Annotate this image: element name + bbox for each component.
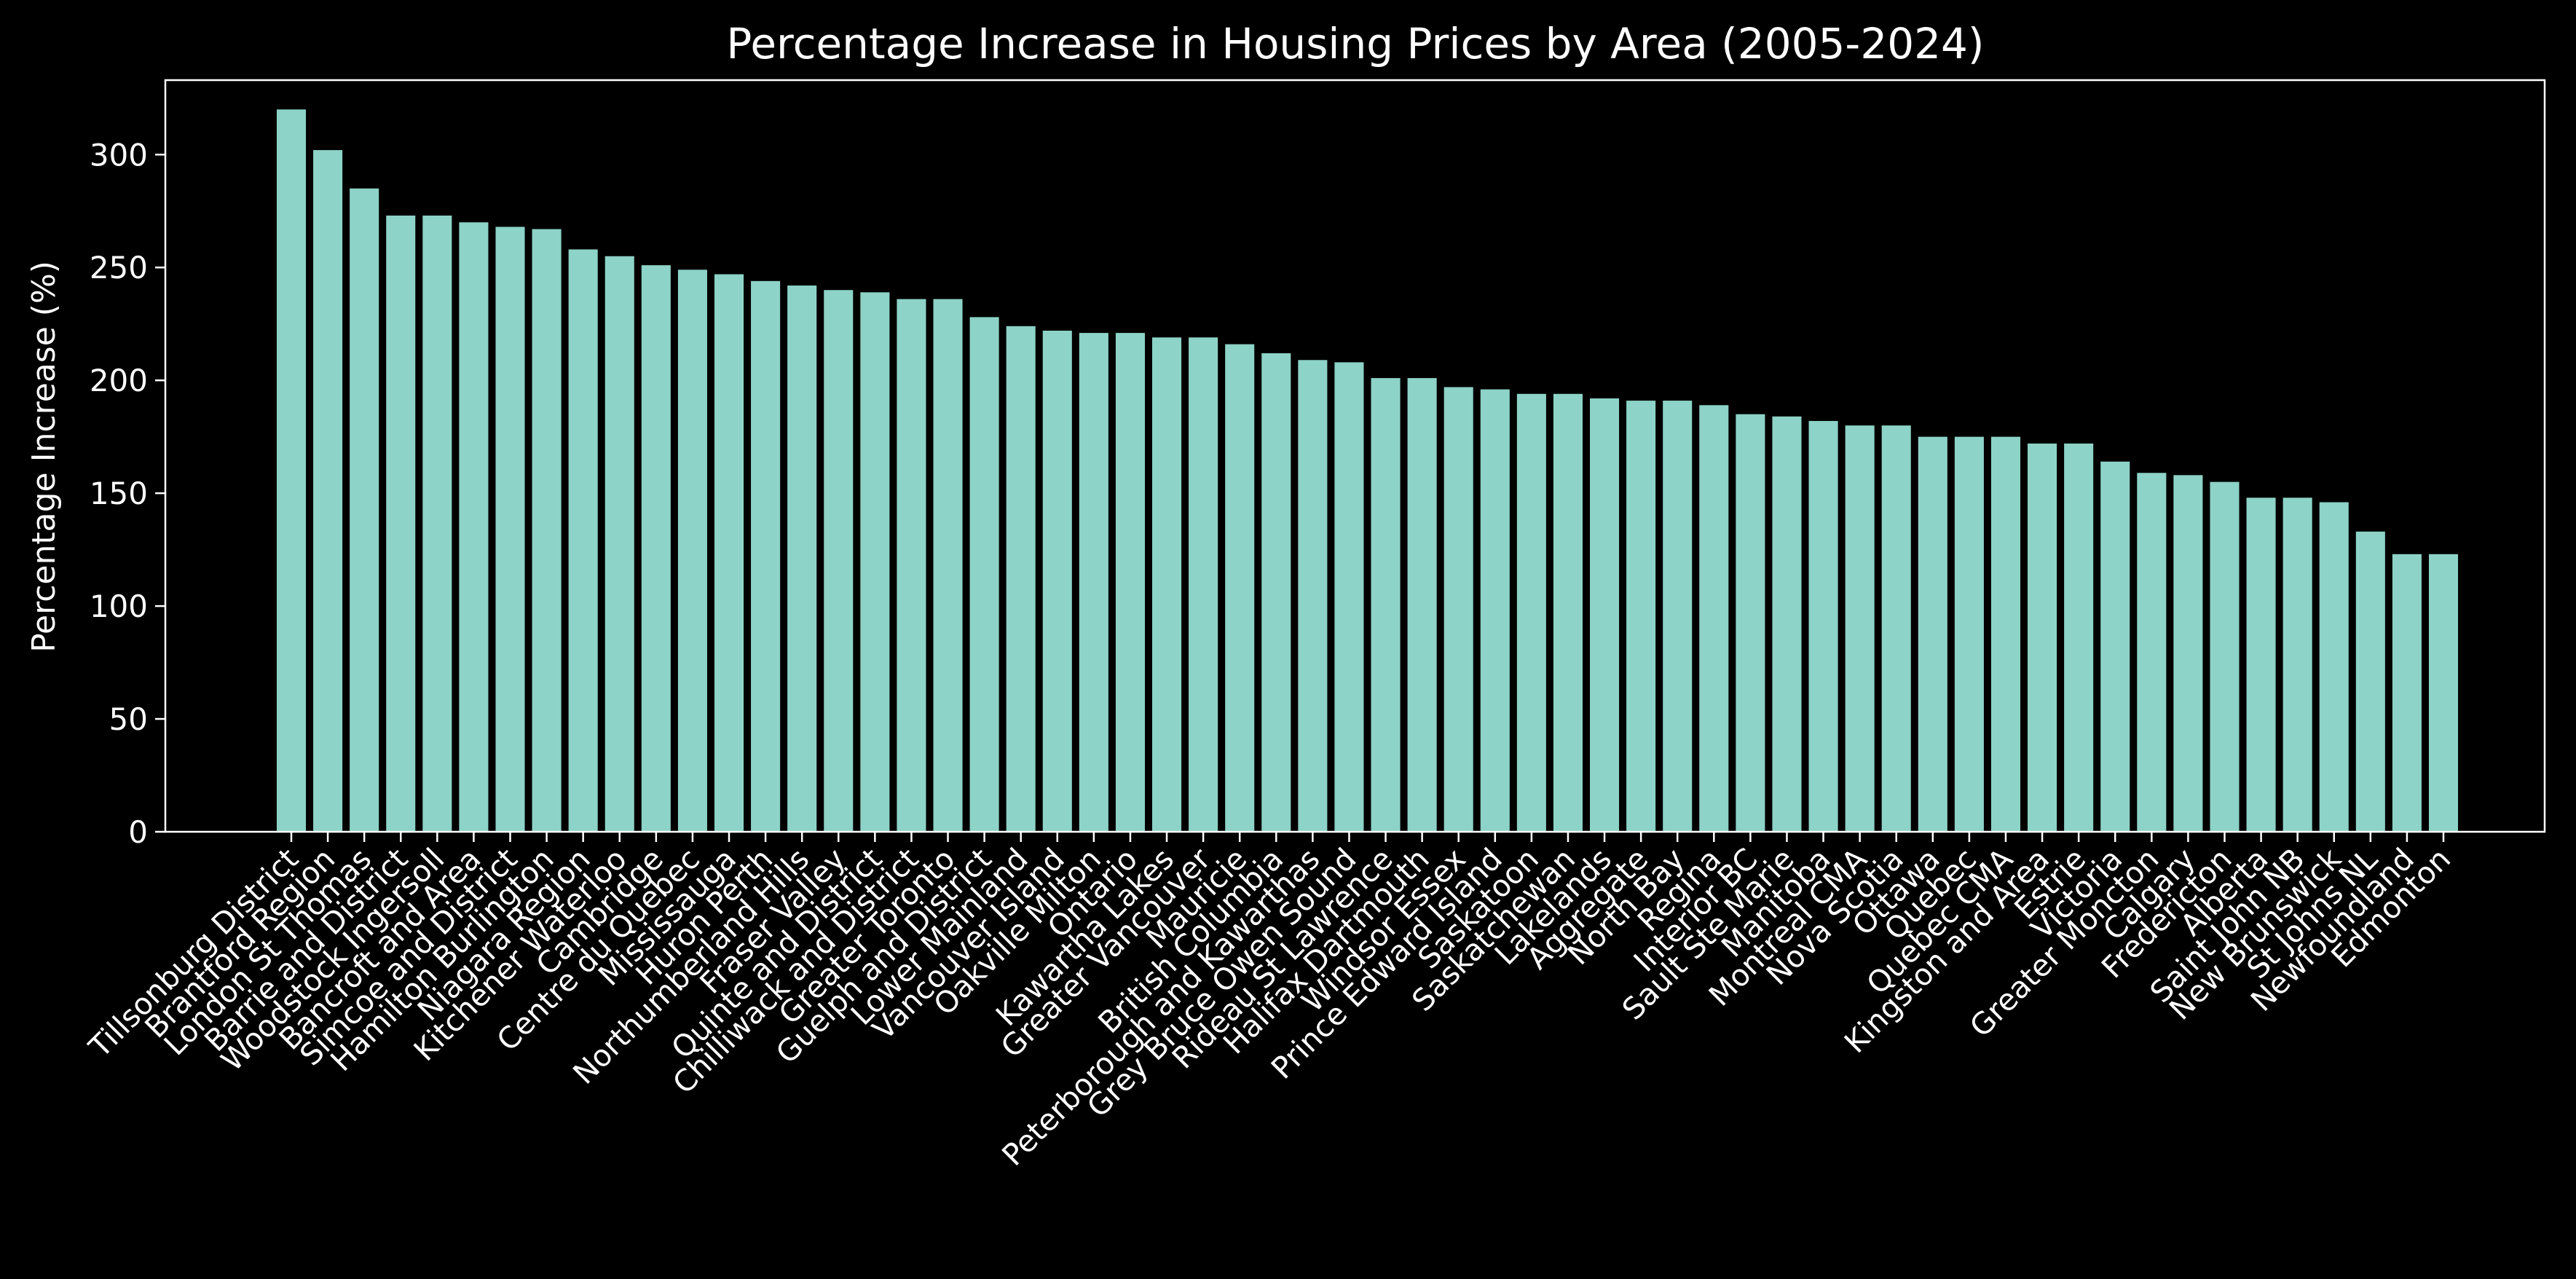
bar xyxy=(1918,436,1947,832)
bar xyxy=(677,269,707,832)
bar xyxy=(1808,420,1838,832)
bar xyxy=(2355,531,2385,832)
bar xyxy=(276,109,307,833)
bar xyxy=(1699,405,1729,832)
bar xyxy=(1298,360,1328,832)
bar xyxy=(1079,333,1108,832)
bar xyxy=(1006,326,1036,833)
bar xyxy=(2282,497,2312,832)
bar xyxy=(860,292,890,832)
bar xyxy=(933,299,963,832)
bar xyxy=(1881,425,1911,832)
bar xyxy=(1225,344,1255,832)
bar xyxy=(1954,436,1984,832)
bar xyxy=(1042,331,1072,832)
bar xyxy=(1990,436,2021,832)
bar xyxy=(1407,378,1437,832)
bar xyxy=(1189,337,1218,832)
bar xyxy=(532,229,562,832)
bar xyxy=(2210,481,2240,832)
bar xyxy=(1443,387,1473,832)
bar xyxy=(1115,333,1145,832)
bar xyxy=(2137,473,2167,832)
bar xyxy=(568,249,598,832)
bar xyxy=(1480,389,1510,832)
bar xyxy=(714,274,744,832)
y-tick-label: 250 xyxy=(90,250,148,286)
bar xyxy=(2100,461,2130,832)
bar xyxy=(787,286,817,832)
plot-frame xyxy=(164,79,2546,833)
bar xyxy=(751,280,781,832)
bar xyxy=(2173,475,2203,832)
bar xyxy=(422,215,452,833)
y-tick-label: 200 xyxy=(90,363,148,398)
bar xyxy=(495,227,525,833)
bar xyxy=(604,256,634,832)
bars-group xyxy=(276,109,2459,833)
bar xyxy=(459,222,489,832)
bar xyxy=(2392,554,2422,832)
bar xyxy=(1663,401,1693,832)
y-tick-label: 150 xyxy=(90,476,148,511)
bar xyxy=(350,188,379,833)
bar xyxy=(2064,443,2094,832)
bar xyxy=(897,299,926,832)
bar xyxy=(2319,502,2349,832)
bar xyxy=(2028,443,2057,832)
y-tick-label: 50 xyxy=(109,701,148,737)
bar xyxy=(1626,401,1656,832)
bar xyxy=(2428,554,2459,832)
y-tick-label: 300 xyxy=(90,137,148,173)
bar xyxy=(1334,362,1364,832)
bar xyxy=(313,150,343,832)
bar xyxy=(1152,337,1182,832)
bar xyxy=(1371,378,1401,832)
y-axis-label: Percentage Increase (%) xyxy=(25,261,63,653)
y-tick-label: 0 xyxy=(128,814,148,850)
bar xyxy=(1590,398,1620,832)
bar xyxy=(1772,416,1802,832)
bar xyxy=(386,215,416,833)
bar xyxy=(1845,425,1875,832)
y-tick-label: 100 xyxy=(90,589,148,624)
bar xyxy=(1261,353,1291,833)
bar xyxy=(1736,414,1765,832)
bar xyxy=(2246,497,2276,832)
chart-title: Percentage Increase in Housing Prices by… xyxy=(726,19,1984,68)
bar xyxy=(1553,393,1583,832)
bar xyxy=(641,265,671,833)
bar xyxy=(1516,393,1546,832)
bar xyxy=(969,317,999,832)
bar xyxy=(824,290,854,833)
y-axis-ticks: 0 50 100 150 200 250 300 xyxy=(90,137,165,850)
